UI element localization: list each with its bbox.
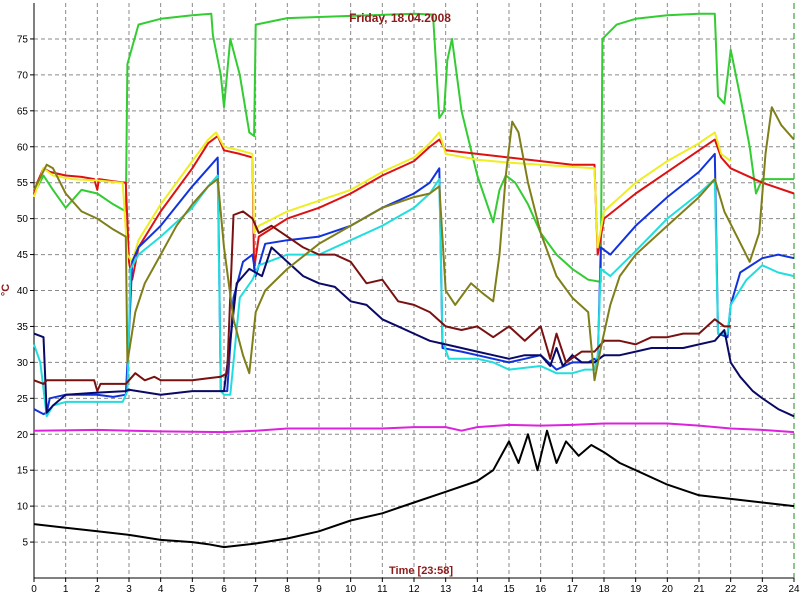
y-tick-labels: 5 10 15 20 25 30 35 40 45 50 55 60 65 70 75 [17, 34, 29, 548]
x-tick-label: 18 [598, 584, 610, 595]
plot-frame [30, 3, 795, 582]
series-line-3 [33, 131, 732, 263]
y-tick-label: 65 [17, 106, 29, 117]
y-tick-label: 75 [17, 34, 29, 45]
x-tick-label: 1 [63, 584, 69, 595]
x-tick-label: 24 [788, 584, 800, 595]
y-tick-label: 5 [22, 538, 28, 549]
x-tick-label: 22 [725, 584, 737, 595]
x-tick-label: 2 [95, 584, 101, 595]
x-tick-label: 11 [377, 584, 388, 595]
x-tick-label: 0 [31, 584, 37, 595]
grid-lines [34, 3, 794, 578]
x-tick-label: 12 [408, 584, 420, 595]
x-tick-label: 4 [158, 584, 164, 595]
y-tick-label: 20 [17, 430, 29, 441]
x-tick-label: 7 [253, 584, 259, 595]
y-tick-label: 70 [17, 70, 29, 81]
series-line-4 [33, 152, 795, 416]
chart-title: Friday, 18.04.2008 [349, 11, 451, 25]
y-tick-label: 40 [17, 286, 29, 297]
y-tick-label: 25 [17, 394, 29, 405]
x-tick-label: 9 [316, 584, 322, 595]
y-tick-label: 30 [17, 358, 29, 369]
y-axis-label: °C [0, 284, 12, 296]
series-line-1 [33, 12, 794, 283]
x-tick-label: 17 [567, 584, 579, 595]
x-tick-label: 10 [345, 584, 357, 595]
y-tick-label: 45 [17, 250, 29, 261]
x-tick-label: 19 [630, 584, 642, 595]
x-tick-label: 5 [190, 584, 196, 595]
x-axis-label: Time [23:58] [389, 565, 453, 577]
x-tick-label: 15 [503, 584, 515, 595]
series-line-10 [33, 429, 795, 549]
y-tick-label: 50 [17, 214, 29, 225]
x-tick-label: 8 [285, 584, 291, 595]
x-tick-label: 13 [440, 584, 452, 595]
y-tick-label: 10 [17, 502, 29, 513]
x-tick-label: 21 [693, 584, 705, 595]
x-tick-label: 3 [126, 584, 132, 595]
y-tick-label: 55 [17, 178, 29, 189]
x-tick-label: 14 [472, 584, 484, 595]
x-tick-label: 6 [221, 584, 227, 595]
y-tick-label: 15 [17, 466, 29, 477]
series-line-6 [33, 246, 795, 418]
x-tick-label: 16 [535, 584, 547, 595]
x-tick-label: 23 [757, 584, 769, 595]
x-tick-label: 20 [662, 584, 674, 595]
x-tick-labels: 0 1 2 3 4 5 6 7 8 9 10 11 12 13 14 15 16 17 18 19 20 21 22 23 24 [31, 584, 800, 595]
y-tick-label: 60 [17, 142, 29, 153]
series-line-9 [33, 422, 795, 434]
y-tick-label: 35 [17, 322, 29, 333]
series-lines [33, 12, 795, 549]
series-line-8 [33, 106, 795, 382]
